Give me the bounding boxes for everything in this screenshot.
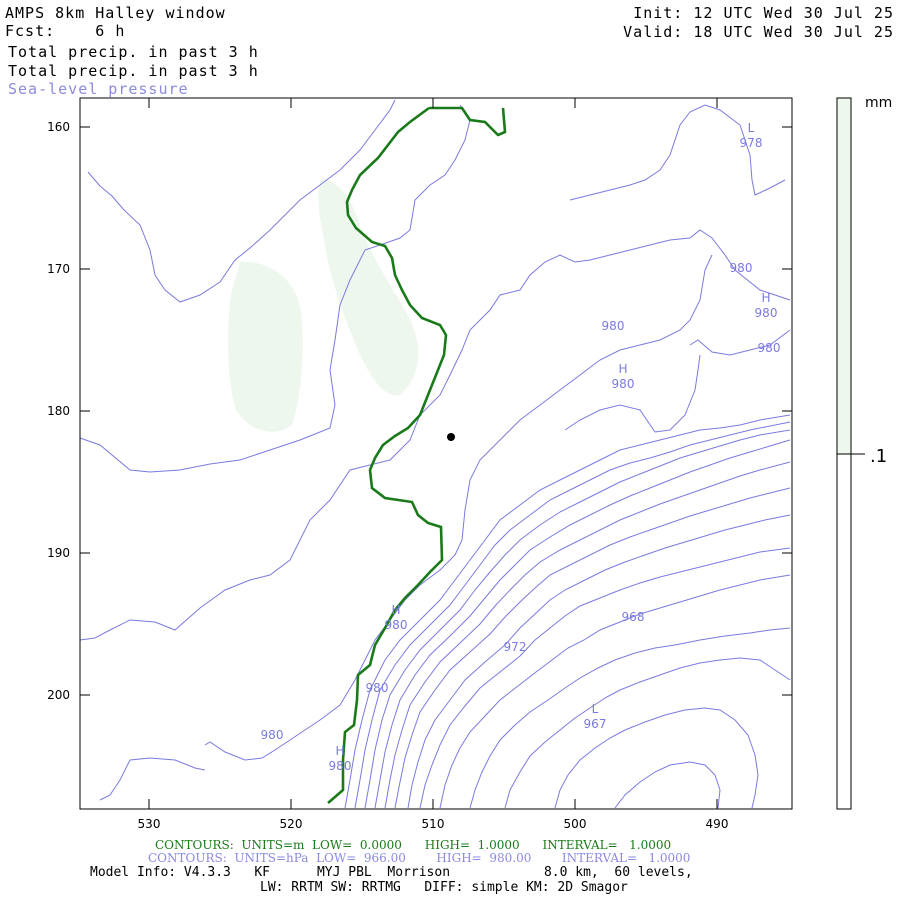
label-H-4: H <box>335 744 344 758</box>
x-axis <box>148 98 718 809</box>
x-tick-label: 530 <box>138 817 161 831</box>
colorbar-fill <box>837 98 851 454</box>
x-tick-label: 510 <box>422 817 445 831</box>
label-H-2: H <box>618 362 627 376</box>
colorbar-tick-label: .1 <box>870 446 887 467</box>
label-980-b: 980 <box>755 306 778 320</box>
label-H-3: H <box>391 603 400 617</box>
label-980-f: 980 <box>385 618 408 632</box>
y-tick-label: 190 <box>47 546 70 560</box>
label-980-i: 980 <box>329 759 352 773</box>
title-domain: AMPS 8km Halley window <box>5 4 226 22</box>
label-980-d: 980 <box>758 341 781 355</box>
y-tick-label: 200 <box>47 688 70 702</box>
coastline-contour <box>327 106 507 804</box>
station-dot <box>447 433 455 441</box>
field-label-2: Total precip. in past 3 h <box>8 62 259 80</box>
contours-info-green: CONTOURS: UNITS=m LOW= 0.0000 HIGH= 1.00… <box>155 838 672 852</box>
precip-shading <box>227 178 419 432</box>
forecast-hour: Fcst: 6 h <box>5 22 126 40</box>
label-972: 972 <box>504 640 527 654</box>
label-980-g: 980 <box>366 681 389 695</box>
x-tick-label: 490 <box>706 817 729 831</box>
label-968: 968 <box>622 610 645 624</box>
label-980-c: 980 <box>602 319 625 333</box>
label-L-978-letter: L <box>748 121 755 135</box>
label-980-a: 980 <box>730 261 753 275</box>
y-tick-label: 170 <box>47 262 70 276</box>
label-980-h: 980 <box>261 728 284 742</box>
label-978: 978 <box>740 136 763 150</box>
label-H-1: H <box>761 291 770 305</box>
valid-time: Valid: 18 UTC Wed 30 Jul 25 <box>623 23 894 41</box>
label-980-e: 980 <box>612 377 635 391</box>
y-tick-label: 180 <box>47 404 70 418</box>
field-label-slp: Sea-level pressure <box>8 80 189 98</box>
colorbar: mm .1 <box>836 95 892 810</box>
model-info: Model Info: V4.3.3 KF MYJ PBL Morrison 8… <box>90 865 693 880</box>
y-axis <box>80 126 792 696</box>
field-label-1: Total precip. in past 3 h <box>8 43 259 61</box>
label-L-2: L <box>592 702 599 716</box>
physics-info: LW: RRTM SW: RRTMG DIFF: simple KM: 2D S… <box>260 880 628 895</box>
x-tick-label: 520 <box>280 817 303 831</box>
map-frame <box>79 97 793 810</box>
label-967: 967 <box>584 717 607 731</box>
colorbar-unit: mm <box>865 95 892 111</box>
x-tick-label: 500 <box>564 817 587 831</box>
init-time: Init: 12 UTC Wed 30 Jul 25 <box>633 4 894 22</box>
y-tick-label: 160 <box>47 120 70 134</box>
isobars <box>79 99 791 809</box>
pressure-labels: L 978 980 H 980 980 980 H 980 H 980 972 … <box>261 121 781 773</box>
contours-info-blue: CONTOURS: UNITS=hPa LOW= 966.00 HIGH= 98… <box>148 851 691 865</box>
